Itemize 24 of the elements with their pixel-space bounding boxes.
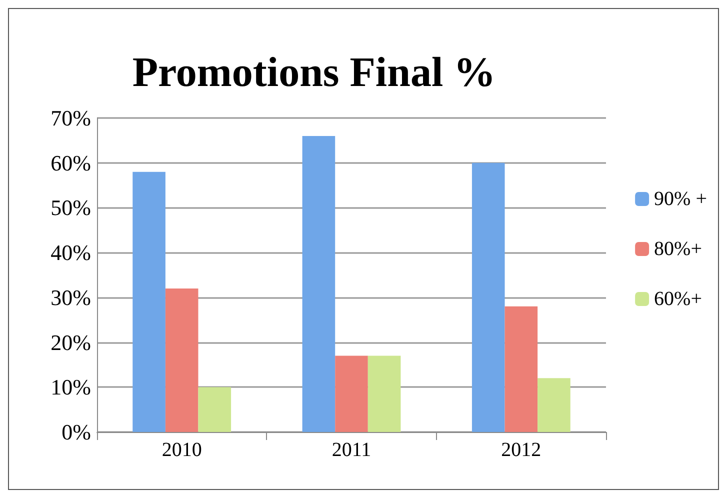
x-tick-label: 2011 [332,439,372,461]
bar [165,288,198,432]
chart-title: Promotions Final % [132,50,496,96]
y-tick-label: 20% [50,330,91,355]
bar [198,387,232,432]
bar [335,356,368,432]
legend-label: 80%+ [654,238,702,260]
y-tick-label: 40% [50,240,91,266]
x-tick-label: 2010 [162,439,202,461]
bar [504,306,538,432]
legend-label: 90% + [654,188,708,210]
y-tick-label: 10% [50,374,91,400]
bar [368,356,401,432]
y-tick-label: 70% [50,106,91,130]
bar [132,172,166,432]
x-tick-label: 2012 [501,439,542,461]
y-tick-label: 30% [50,284,91,310]
y-tick-label: 60% [50,150,91,176]
bar [538,378,570,432]
y-tick-label: 0% [62,420,91,444]
bar [472,162,505,432]
legend-label: 60%+ [654,288,702,310]
bar [302,136,336,432]
y-tick-label: 50% [50,195,91,220]
